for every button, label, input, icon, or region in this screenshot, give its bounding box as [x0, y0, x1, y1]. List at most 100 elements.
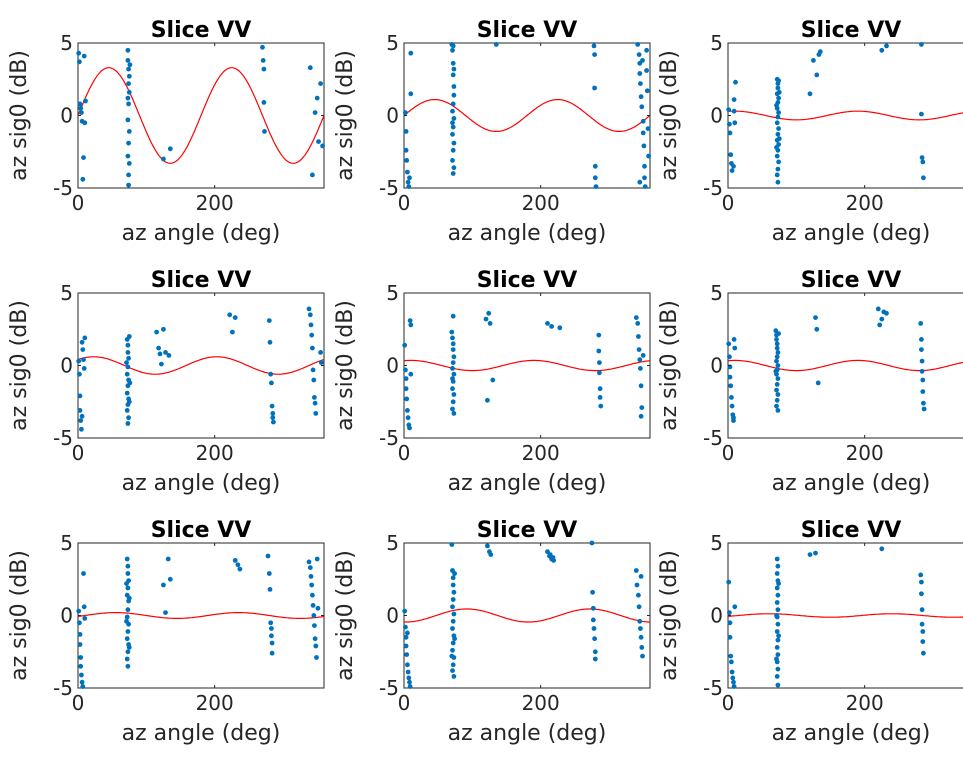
data-point	[775, 166, 781, 172]
data-point	[124, 556, 130, 562]
data-point	[775, 592, 781, 598]
data-point	[877, 322, 883, 328]
data-point	[309, 582, 315, 588]
data-point	[727, 130, 733, 136]
data-point	[124, 618, 129, 624]
data-point	[545, 321, 550, 326]
data-point	[729, 659, 734, 665]
data-point	[450, 647, 455, 653]
data-point	[775, 682, 781, 688]
data-point	[774, 120, 780, 126]
data-point	[232, 558, 238, 563]
data-point	[775, 392, 781, 397]
data-point	[310, 345, 315, 351]
data-point	[450, 360, 456, 365]
data-point	[638, 81, 643, 86]
data-point	[450, 101, 456, 107]
data-point	[776, 95, 781, 101]
data-point	[490, 377, 496, 383]
data-point	[645, 126, 651, 131]
data-point	[408, 371, 414, 377]
data-point	[307, 65, 313, 71]
data-point	[79, 339, 85, 345]
data-point	[774, 571, 780, 576]
data-point	[403, 376, 409, 381]
data-point	[592, 175, 598, 181]
data-point	[775, 563, 781, 569]
data-point	[638, 574, 644, 579]
data-point	[644, 47, 649, 53]
fit-curve	[404, 608, 650, 623]
data-point	[402, 608, 408, 614]
x-tick-label: 0	[722, 691, 735, 715]
data-point	[269, 380, 274, 386]
data-point	[269, 640, 275, 646]
data-point	[450, 618, 456, 624]
data-point	[77, 59, 82, 65]
data-point	[591, 626, 597, 631]
data-point	[81, 366, 87, 371]
x-axis-label: az angle (deg)	[772, 471, 931, 496]
data-point	[549, 324, 554, 329]
data-point	[597, 360, 602, 365]
data-point	[403, 386, 409, 392]
data-point	[126, 334, 132, 339]
x-axis-label: az angle (deg)	[448, 721, 607, 746]
data-point	[267, 587, 273, 592]
data-point	[450, 171, 456, 176]
data-point	[77, 393, 83, 399]
x-axis-label: az angle (deg)	[122, 471, 281, 496]
data-point	[450, 108, 455, 114]
fit-curve	[728, 110, 963, 121]
data-point	[775, 114, 781, 120]
y-axis-label: az sig0 (dB)	[657, 550, 682, 681]
data-point	[450, 131, 455, 137]
data-point	[638, 626, 643, 631]
plot-area	[403, 542, 651, 689]
subplot-title: Slice VV	[151, 18, 252, 43]
data-point	[590, 617, 596, 623]
x-axis-label: az angle (deg)	[122, 221, 281, 246]
data-point	[641, 143, 647, 149]
data-point	[727, 620, 733, 626]
data-point	[82, 120, 88, 126]
y-tick-label: -5	[53, 426, 73, 450]
subplot-title: Slice VV	[801, 268, 902, 293]
data-point	[266, 571, 272, 576]
data-point	[775, 179, 781, 185]
data-point	[920, 389, 926, 394]
data-point	[408, 322, 414, 328]
data-point	[127, 380, 133, 386]
data-point	[126, 101, 131, 107]
data-point	[404, 652, 410, 657]
data-point	[311, 613, 317, 618]
data-point	[313, 411, 319, 416]
data-point	[775, 621, 781, 627]
data-point	[921, 406, 927, 412]
data-point	[161, 582, 166, 588]
data-point	[451, 589, 457, 595]
x-tick-label: 0	[722, 441, 735, 465]
data-point	[774, 341, 780, 347]
data-point	[636, 592, 641, 598]
data-point	[640, 653, 645, 659]
data-point	[78, 105, 84, 111]
data-point	[125, 47, 131, 53]
data-point	[451, 674, 457, 679]
data-point	[493, 42, 499, 47]
x-axis-label: az angle (deg)	[772, 221, 931, 246]
data-point	[774, 337, 779, 342]
data-point	[77, 620, 82, 626]
y-tick-label: 5	[60, 31, 73, 55]
data-point	[919, 621, 925, 627]
y-tick-label: -5	[53, 676, 73, 700]
data-point	[269, 633, 274, 639]
data-point	[483, 316, 489, 322]
data-point	[731, 108, 737, 114]
data-point	[452, 571, 457, 576]
data-point	[919, 155, 925, 161]
y-tick-label: -5	[379, 426, 399, 450]
data-point	[320, 143, 325, 149]
y-tick-label: 5	[60, 531, 73, 555]
y-tick-label: -5	[379, 176, 399, 200]
